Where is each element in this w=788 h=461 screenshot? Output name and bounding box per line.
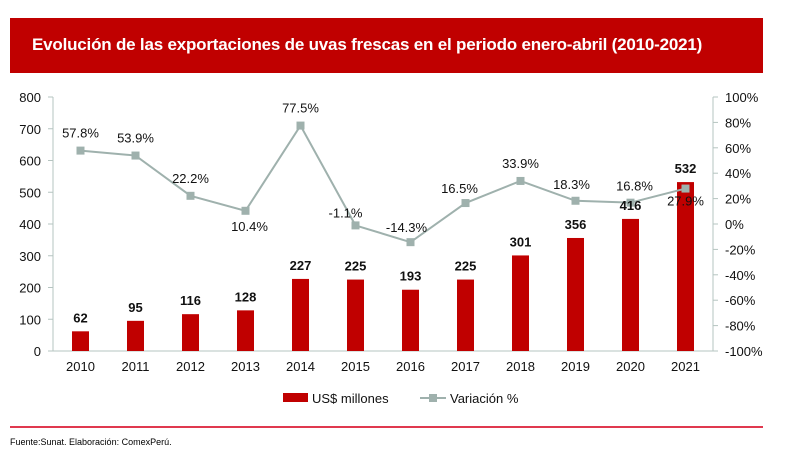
variation-marker [186, 191, 195, 200]
bar [127, 320, 144, 351]
footer-divider [10, 426, 763, 428]
variation-marker [406, 238, 415, 247]
bar-data-label: 227 [290, 258, 312, 273]
line-data-label: 27.9% [667, 194, 704, 209]
chart-title: Evolución de las exportaciones de uvas f… [32, 35, 703, 54]
line-data-label: 77.5% [282, 101, 319, 116]
line-data-label: 22.2% [172, 171, 209, 186]
bar-data-label: 62 [73, 310, 87, 325]
variation-marker [516, 176, 525, 185]
x-tick-label: 2021 [671, 359, 700, 374]
right-y-tick-label: 80% [725, 115, 751, 130]
x-tick-label: 2014 [286, 359, 315, 374]
variation-marker [241, 206, 250, 215]
right-y-tick-label: 60% [725, 141, 751, 156]
line-data-label: 10.4% [231, 219, 268, 234]
x-tick-label: 2018 [506, 359, 535, 374]
line-data-label: 57.8% [62, 126, 99, 141]
legend-label-bars: US$ millones [312, 391, 389, 406]
legend-bar-swatch [283, 393, 308, 402]
source-note: Fuente:Sunat. Elaboración: ComexPerú. [10, 437, 172, 447]
left-y-tick-label: 800 [19, 90, 41, 105]
variation-marker [461, 199, 470, 208]
title-banner: Evolución de las exportaciones de uvas f… [10, 18, 763, 73]
x-tick-label: 2020 [616, 359, 645, 374]
line-data-label: -1.1% [329, 205, 363, 220]
x-tick-label: 2019 [561, 359, 590, 374]
bar-data-label: 193 [400, 269, 422, 284]
bar [677, 182, 694, 351]
left-y-tick-label: 300 [19, 249, 41, 264]
line-data-label: -14.3% [386, 220, 428, 235]
right-y-tick-label: -80% [725, 319, 756, 334]
bar-data-label: 532 [675, 161, 697, 176]
legend-label-line: Variación % [450, 391, 519, 406]
line-data-label: 53.9% [117, 131, 154, 146]
bar [237, 310, 254, 351]
x-tick-label: 2012 [176, 359, 205, 374]
left-y-tick-label: 0 [34, 344, 41, 359]
variation-marker [296, 121, 305, 130]
line-data-label: 16.8% [616, 179, 653, 194]
right-y-tick-label: 20% [725, 192, 751, 207]
x-tick-label: 2013 [231, 359, 260, 374]
right-y-tick-label: 40% [725, 166, 751, 181]
right-y-tick-label: -20% [725, 242, 756, 257]
right-y-tick-label: -40% [725, 268, 756, 283]
right-y-tick-label: -60% [725, 293, 756, 308]
x-tick-label: 2016 [396, 359, 425, 374]
left-y-tick-label: 700 [19, 122, 41, 137]
bar [292, 278, 309, 351]
bar [457, 279, 474, 351]
bar-data-label: 95 [128, 300, 142, 315]
variation-marker [681, 184, 690, 193]
variation-line [80, 123, 686, 244]
bar [347, 279, 364, 351]
variation-marker [571, 196, 580, 205]
bar-data-label: 225 [345, 259, 367, 274]
line-data-label: 18.3% [553, 177, 590, 192]
x-tick-label: 2011 [122, 359, 150, 374]
variation-marker [626, 198, 635, 207]
x-tick-label: 2017 [451, 359, 480, 374]
line-data-label: 16.5% [441, 181, 478, 196]
line-data-label: 33.9% [502, 156, 539, 171]
left-y-tick-label: 200 [19, 281, 41, 296]
bar [512, 255, 529, 351]
bar [402, 289, 419, 351]
variation-marker [131, 151, 140, 160]
right-y-tick-label: 0% [725, 217, 744, 232]
x-tick-label: 2015 [341, 359, 370, 374]
left-y-tick-label: 400 [19, 217, 41, 232]
left-y-tick-label: 500 [19, 185, 41, 200]
variation-marker [351, 221, 360, 230]
bar-data-label: 416 [620, 198, 642, 213]
left-y-tick-label: 600 [19, 154, 41, 169]
bar [622, 218, 639, 351]
right-y-tick-label: -100% [725, 344, 763, 359]
bar-data-label: 116 [180, 293, 201, 308]
variation-marker [76, 146, 85, 155]
right-y-tick-label: 100% [725, 90, 759, 105]
bar [567, 237, 584, 351]
bar-data-label: 356 [565, 217, 587, 232]
bar [72, 331, 89, 351]
left-y-tick-label: 100 [19, 312, 41, 327]
legend-marker-swatch [429, 394, 437, 402]
bar-data-label: 128 [235, 289, 257, 304]
x-tick-label: 2010 [66, 359, 95, 374]
bar-data-label: 225 [455, 259, 477, 274]
bar [182, 314, 199, 351]
bar-data-label: 301 [510, 234, 532, 249]
